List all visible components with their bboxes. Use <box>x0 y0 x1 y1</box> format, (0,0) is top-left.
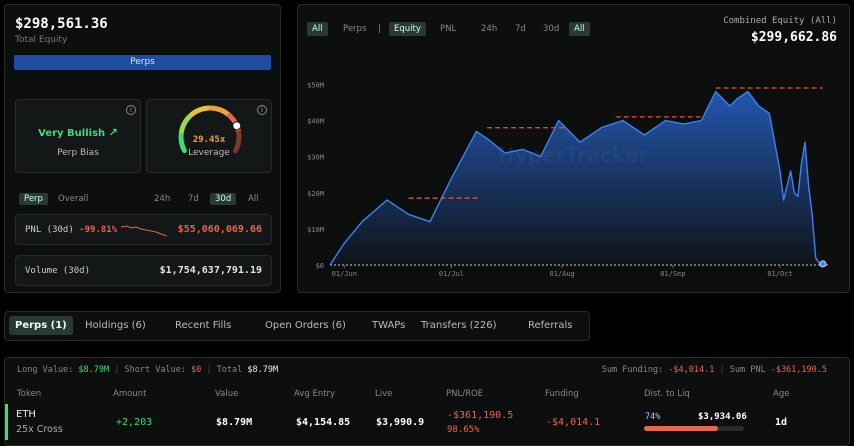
scope-tab-perp[interactable]: Perp <box>19 193 48 205</box>
tab-twaps[interactable]: TWAPs <box>372 320 406 331</box>
info-icon[interactable]: i <box>257 105 267 115</box>
long-position-indicator <box>5 404 8 440</box>
chart-filter-all[interactable]: All <box>307 22 328 36</box>
position-avg-entry: $4,154.85 <box>296 417 351 428</box>
leverage-label: Leverage <box>188 148 230 158</box>
position-live-price: $3,990.9 <box>376 417 425 428</box>
pnl-percent: -99.81% <box>79 225 118 235</box>
volume-row: Volume (30d) $1,754,637,791.19 <box>15 255 272 286</box>
gauge-knob <box>232 121 242 131</box>
position-funding: -$4,014.1 <box>546 417 601 428</box>
leverage-gauge <box>178 105 242 154</box>
position-roe: 98.65% <box>447 425 480 435</box>
volume-label: Volume (30d) <box>25 266 91 276</box>
liq-distance-bar <box>644 426 744 431</box>
pnl-row: PNL (30d) -99.81% $55,060,069.66 <box>15 214 272 245</box>
combined-equity-label: Combined Equity (All) <box>723 16 837 26</box>
position-value: $8.79M <box>216 417 253 428</box>
equity-area <box>330 91 823 265</box>
tab-perps[interactable]: Perps (1) <box>9 316 73 335</box>
position-liq-percent: 74% <box>645 412 661 422</box>
col-header-value[interactable]: Value <box>215 389 239 399</box>
pnl-value: $55,060,069.66 <box>177 224 262 235</box>
chart-metric-equity[interactable]: Equity <box>389 22 426 36</box>
y-tick-label: $20M <box>307 190 324 198</box>
equity-chart: HyperTracker$0$10M$20M$30M$40M$50M01/Jun… <box>307 81 830 278</box>
x-tick-label: 01/Oct <box>767 270 792 278</box>
combined-equity-value: $299,662.86 <box>750 30 837 45</box>
range-tab-all[interactable]: All <box>248 194 259 204</box>
tab-recent-fills[interactable]: Recent Fills <box>175 320 232 331</box>
equity-line <box>329 90 824 266</box>
col-header-funding[interactable]: Funding <box>545 389 579 399</box>
col-header-pnl-roe[interactable]: PNL/ROE <box>446 389 484 399</box>
y-tick-label: $0 <box>316 262 324 270</box>
x-tick-label: 01/Jul <box>439 270 464 278</box>
position-liq-price: $3,934.06 <box>698 412 747 422</box>
chart-range-7d[interactable]: 7d <box>515 24 526 34</box>
col-header-token[interactable]: Token <box>17 389 42 399</box>
pnl-label: PNL (30d) -99.81% <box>25 225 118 235</box>
perp-bias-value: Very Bullish ↗ <box>38 126 118 139</box>
summary-panel: $298,561.36 Total Equity Perps i Very Bu… <box>4 4 281 293</box>
scope-tab-overall[interactable]: Overall <box>58 194 89 204</box>
gauge-segment <box>179 112 194 134</box>
x-tick-label: 01/Jun <box>332 270 357 278</box>
position-amount: +2,203 <box>116 417 153 428</box>
chart-filter-perps[interactable]: Perps <box>343 24 367 34</box>
col-header-live[interactable]: Live <box>375 389 393 399</box>
col-header-age[interactable]: Age <box>773 389 790 399</box>
mode-toggle-perps[interactable]: Perps <box>14 55 271 70</box>
gauge-segment <box>233 130 242 154</box>
range-tab-7d[interactable]: 7d <box>188 194 199 204</box>
volume-value: $1,754,637,791.19 <box>159 265 262 276</box>
perp-bias-card: i Very Bullish ↗ Perp Bias <box>15 99 141 173</box>
chart-range-24h[interactable]: 24h <box>481 24 498 34</box>
range-tab-24h[interactable]: 24h <box>154 194 171 204</box>
funding-pnl-summary: Sum Funding: -$4,014.1 | Sum PNL -$361,1… <box>601 365 827 375</box>
position-age: 1d <box>775 417 788 428</box>
liq-distance-fill <box>644 426 718 431</box>
info-icon[interactable]: i <box>126 105 136 115</box>
col-header-amount[interactable]: Amount <box>113 389 147 399</box>
leverage-value: 29.45x <box>192 135 226 145</box>
equity-chart-panel: All Perps | Equity PNL 24h 7d 30d All Co… <box>297 4 850 293</box>
x-tick-label: 01/Sep <box>660 270 685 278</box>
gauge-segment <box>189 105 212 117</box>
range-tab-30d[interactable]: 30d <box>210 193 237 205</box>
col-header-dist-to-liq[interactable]: Dist. to Liq <box>644 389 690 399</box>
chart-range-30d[interactable]: 30d <box>543 24 560 34</box>
y-tick-label: $50M <box>307 81 324 89</box>
gauge-segment <box>208 105 231 117</box>
chart-metric-pnl[interactable]: PNL <box>440 24 457 34</box>
gauge-segment <box>178 130 187 154</box>
position-pnl: -$361,190.5 <box>447 410 514 421</box>
trend-up-icon: ↗ <box>108 126 118 139</box>
total-value: $298,561.36 <box>15 16 108 32</box>
long-value-summary: Long Value: $8.79M | Short Value: $0 | T… <box>17 365 279 375</box>
tab-referrals[interactable]: Referrals <box>528 320 573 331</box>
y-tick-label: $30M <box>307 154 324 162</box>
y-tick-label: $40M <box>307 118 324 126</box>
tab-holdings[interactable]: Holdings (6) <box>85 320 146 331</box>
chart-range-all[interactable]: All <box>569 22 590 36</box>
chart-separator: | <box>378 24 381 34</box>
col-header-avg-entry[interactable]: Avg Entry <box>294 389 336 399</box>
position-token[interactable]: ETH <box>16 409 36 420</box>
x-tick-label: 01/Aug <box>549 270 574 278</box>
perp-bias-label: Perp Bias <box>57 148 99 158</box>
y-tick-label: $10M <box>307 226 324 234</box>
positions-table: Long Value: $8.79M | Short Value: $0 | T… <box>4 357 850 446</box>
position-margin: 25x Cross <box>16 424 63 435</box>
tab-open-orders[interactable]: Open Orders (6) <box>265 320 346 331</box>
leverage-card: i 29.45x Leverage <box>146 99 272 173</box>
total-label: Total Equity <box>15 35 68 45</box>
latest-point-marker <box>819 260 827 268</box>
tab-transfers[interactable]: Transfers (226) <box>421 320 497 331</box>
positions-tab-bar: Perps (1) Holdings (6) Recent Fills Open… <box>4 311 590 341</box>
pnl-sparkline <box>121 225 167 237</box>
